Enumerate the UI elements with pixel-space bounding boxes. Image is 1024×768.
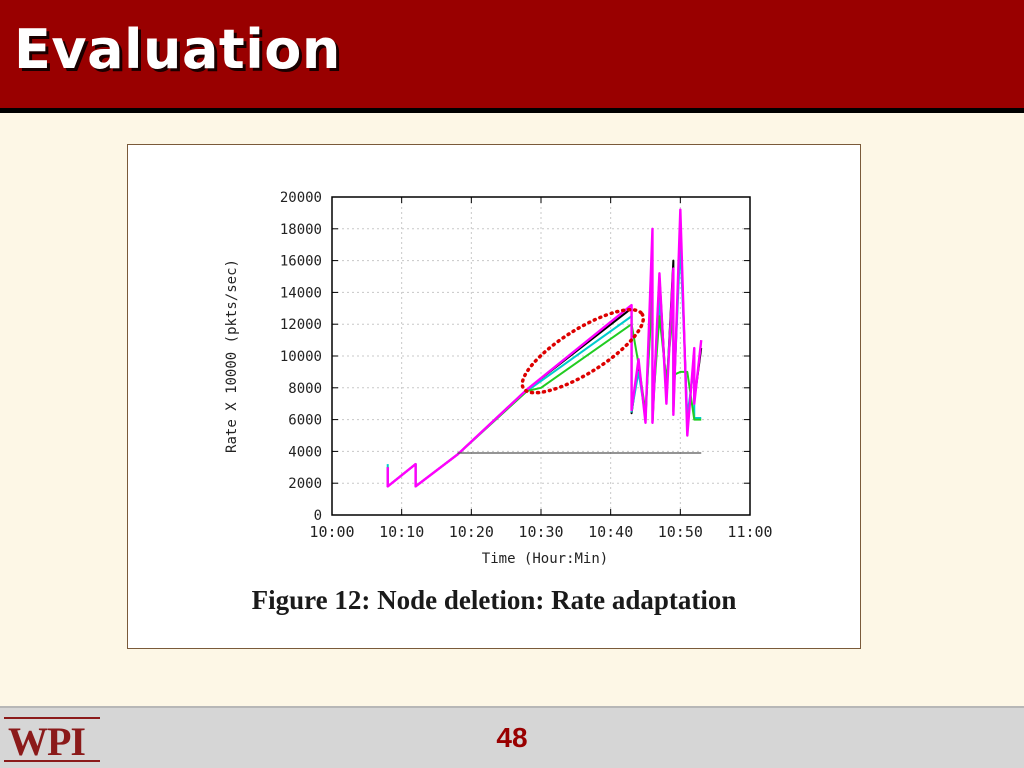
highlight-ellipse	[520, 307, 646, 395]
page-number: 48	[496, 722, 528, 753]
x-tick-label: 10:10	[379, 523, 424, 541]
rate-chart: 10:00 10:10 10:20 10:30 10:40 10:50 11:00 0 2000…	[224, 190, 773, 615]
y-tick-label: 2000	[288, 476, 322, 492]
y-axis-label: Rate X 10000 (pkts/sec)	[224, 259, 240, 453]
x-tick-label: 10:00	[309, 523, 354, 541]
x-tick-label: 10:40	[588, 523, 633, 541]
wpi-logo: WPI	[4, 716, 100, 764]
x-axis-label: Time (Hour:Min)	[482, 551, 608, 567]
y-tick-label: 12000	[280, 317, 322, 333]
y-tick-label: 16000	[280, 254, 322, 270]
logo-rule-bottom	[4, 760, 100, 762]
slide-title: Evaluation	[14, 18, 341, 81]
x-tick-label: 10:50	[658, 523, 703, 541]
x-tick-label: 11:00	[727, 523, 772, 541]
footer: WPI 48	[0, 706, 1024, 768]
y-tick-label: 6000	[288, 413, 322, 429]
title-divider	[0, 108, 1024, 113]
y-tick-label: 8000	[288, 381, 322, 397]
x-tick-label: 10:20	[449, 523, 494, 541]
logo-rule-top	[4, 717, 100, 719]
figure: 10:00 10:10 10:20 10:30 10:40 10:50 11:00 0 2000…	[127, 144, 861, 649]
y-tick-label: 0	[314, 508, 322, 524]
title-bar: Evaluation	[0, 0, 1024, 108]
x-tick-label: 10:30	[518, 523, 563, 541]
series-line-4	[386, 208, 703, 488]
figure-caption: Figure 12: Node deletion: Rate adaptatio…	[252, 585, 737, 615]
y-tick-label: 4000	[288, 444, 322, 460]
y-tick-label: 10000	[280, 349, 322, 365]
y-tick-label: 18000	[280, 222, 322, 238]
y-tick-label: 20000	[280, 190, 322, 206]
logo-text: WPI	[8, 719, 86, 764]
y-tick-label: 14000	[280, 285, 322, 301]
